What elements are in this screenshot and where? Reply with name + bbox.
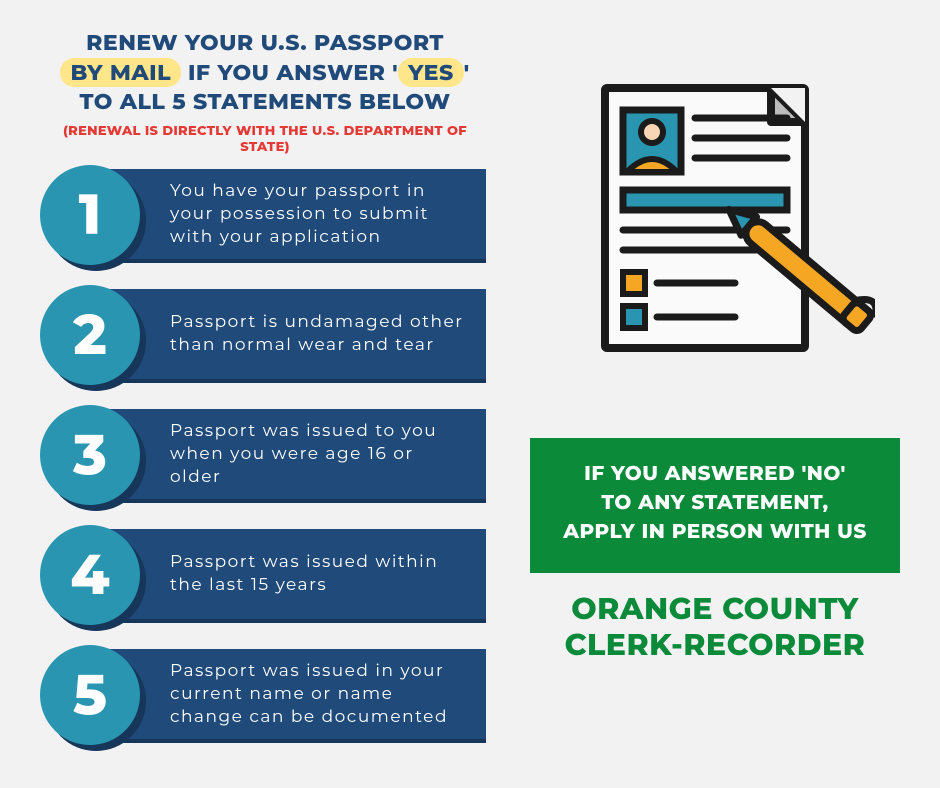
org-line1: ORANGE COUNTY xyxy=(565,591,866,627)
right-column: IF YOU ANSWERED 'NO' TO ANY STATEMENT, A… xyxy=(490,0,940,788)
statement-item: You have your passport in your possessio… xyxy=(40,169,490,265)
statement-number: 5 xyxy=(40,645,140,745)
statement-number: 1 xyxy=(40,165,140,265)
green-line1: IF YOU ANSWERED 'NO' xyxy=(554,460,876,489)
green-line3: APPLY IN PERSON WITH US xyxy=(554,518,876,547)
statement-text: Passport is undamaged other than normal … xyxy=(100,289,486,379)
statement-text: Passport was issued to you when you were… xyxy=(100,409,486,499)
statement-text: Passport was issued within the last 15 y… xyxy=(100,529,486,619)
headline: RENEW YOUR U.S. PASSPORT BY MAIL IF YOU … xyxy=(40,28,490,117)
headline-line1: RENEW YOUR U.S. PASSPORT xyxy=(40,28,490,58)
statement-text: You have your passport in your possessio… xyxy=(100,169,486,259)
highlight-by-mail: BY MAIL xyxy=(60,58,181,87)
statement-text: Passport was issued in your current name… xyxy=(100,649,486,739)
statement-number: 2 xyxy=(40,285,140,385)
green-line2: TO ANY STATEMENT, xyxy=(554,489,876,518)
statement-number: 3 xyxy=(40,405,140,505)
headline-mid: IF YOU ANSWER ' xyxy=(181,59,398,86)
org-line2: CLERK-RECORDER xyxy=(565,627,866,663)
statement-item: Passport was issued to you when you were… xyxy=(40,409,490,505)
left-column: RENEW YOUR U.S. PASSPORT BY MAIL IF YOU … xyxy=(0,0,490,788)
highlight-yes: YES xyxy=(398,58,464,87)
headline-line3: TO ALL 5 STATEMENTS BELOW xyxy=(40,87,490,117)
statement-list: You have your passport in your possessio… xyxy=(40,169,490,745)
statement-item: Passport was issued within the last 15 y… xyxy=(40,529,490,625)
statement-number: 4 xyxy=(40,525,140,625)
org-name: ORANGE COUNTY CLERK-RECORDER xyxy=(565,591,866,663)
no-answer-box: IF YOU ANSWERED 'NO' TO ANY STATEMENT, A… xyxy=(530,438,900,573)
headline-post: ' xyxy=(464,59,470,86)
statement-item: Passport is undamaged other than normal … xyxy=(40,289,490,385)
headline-line2: BY MAIL IF YOU ANSWER 'YES' xyxy=(40,58,490,88)
statement-item: Passport was issued in your current name… xyxy=(40,649,490,745)
sub-headline: (RENEWAL IS DIRECTLY WITH THE U.S. DEPAR… xyxy=(40,123,490,155)
document-pen-icon xyxy=(565,68,875,378)
